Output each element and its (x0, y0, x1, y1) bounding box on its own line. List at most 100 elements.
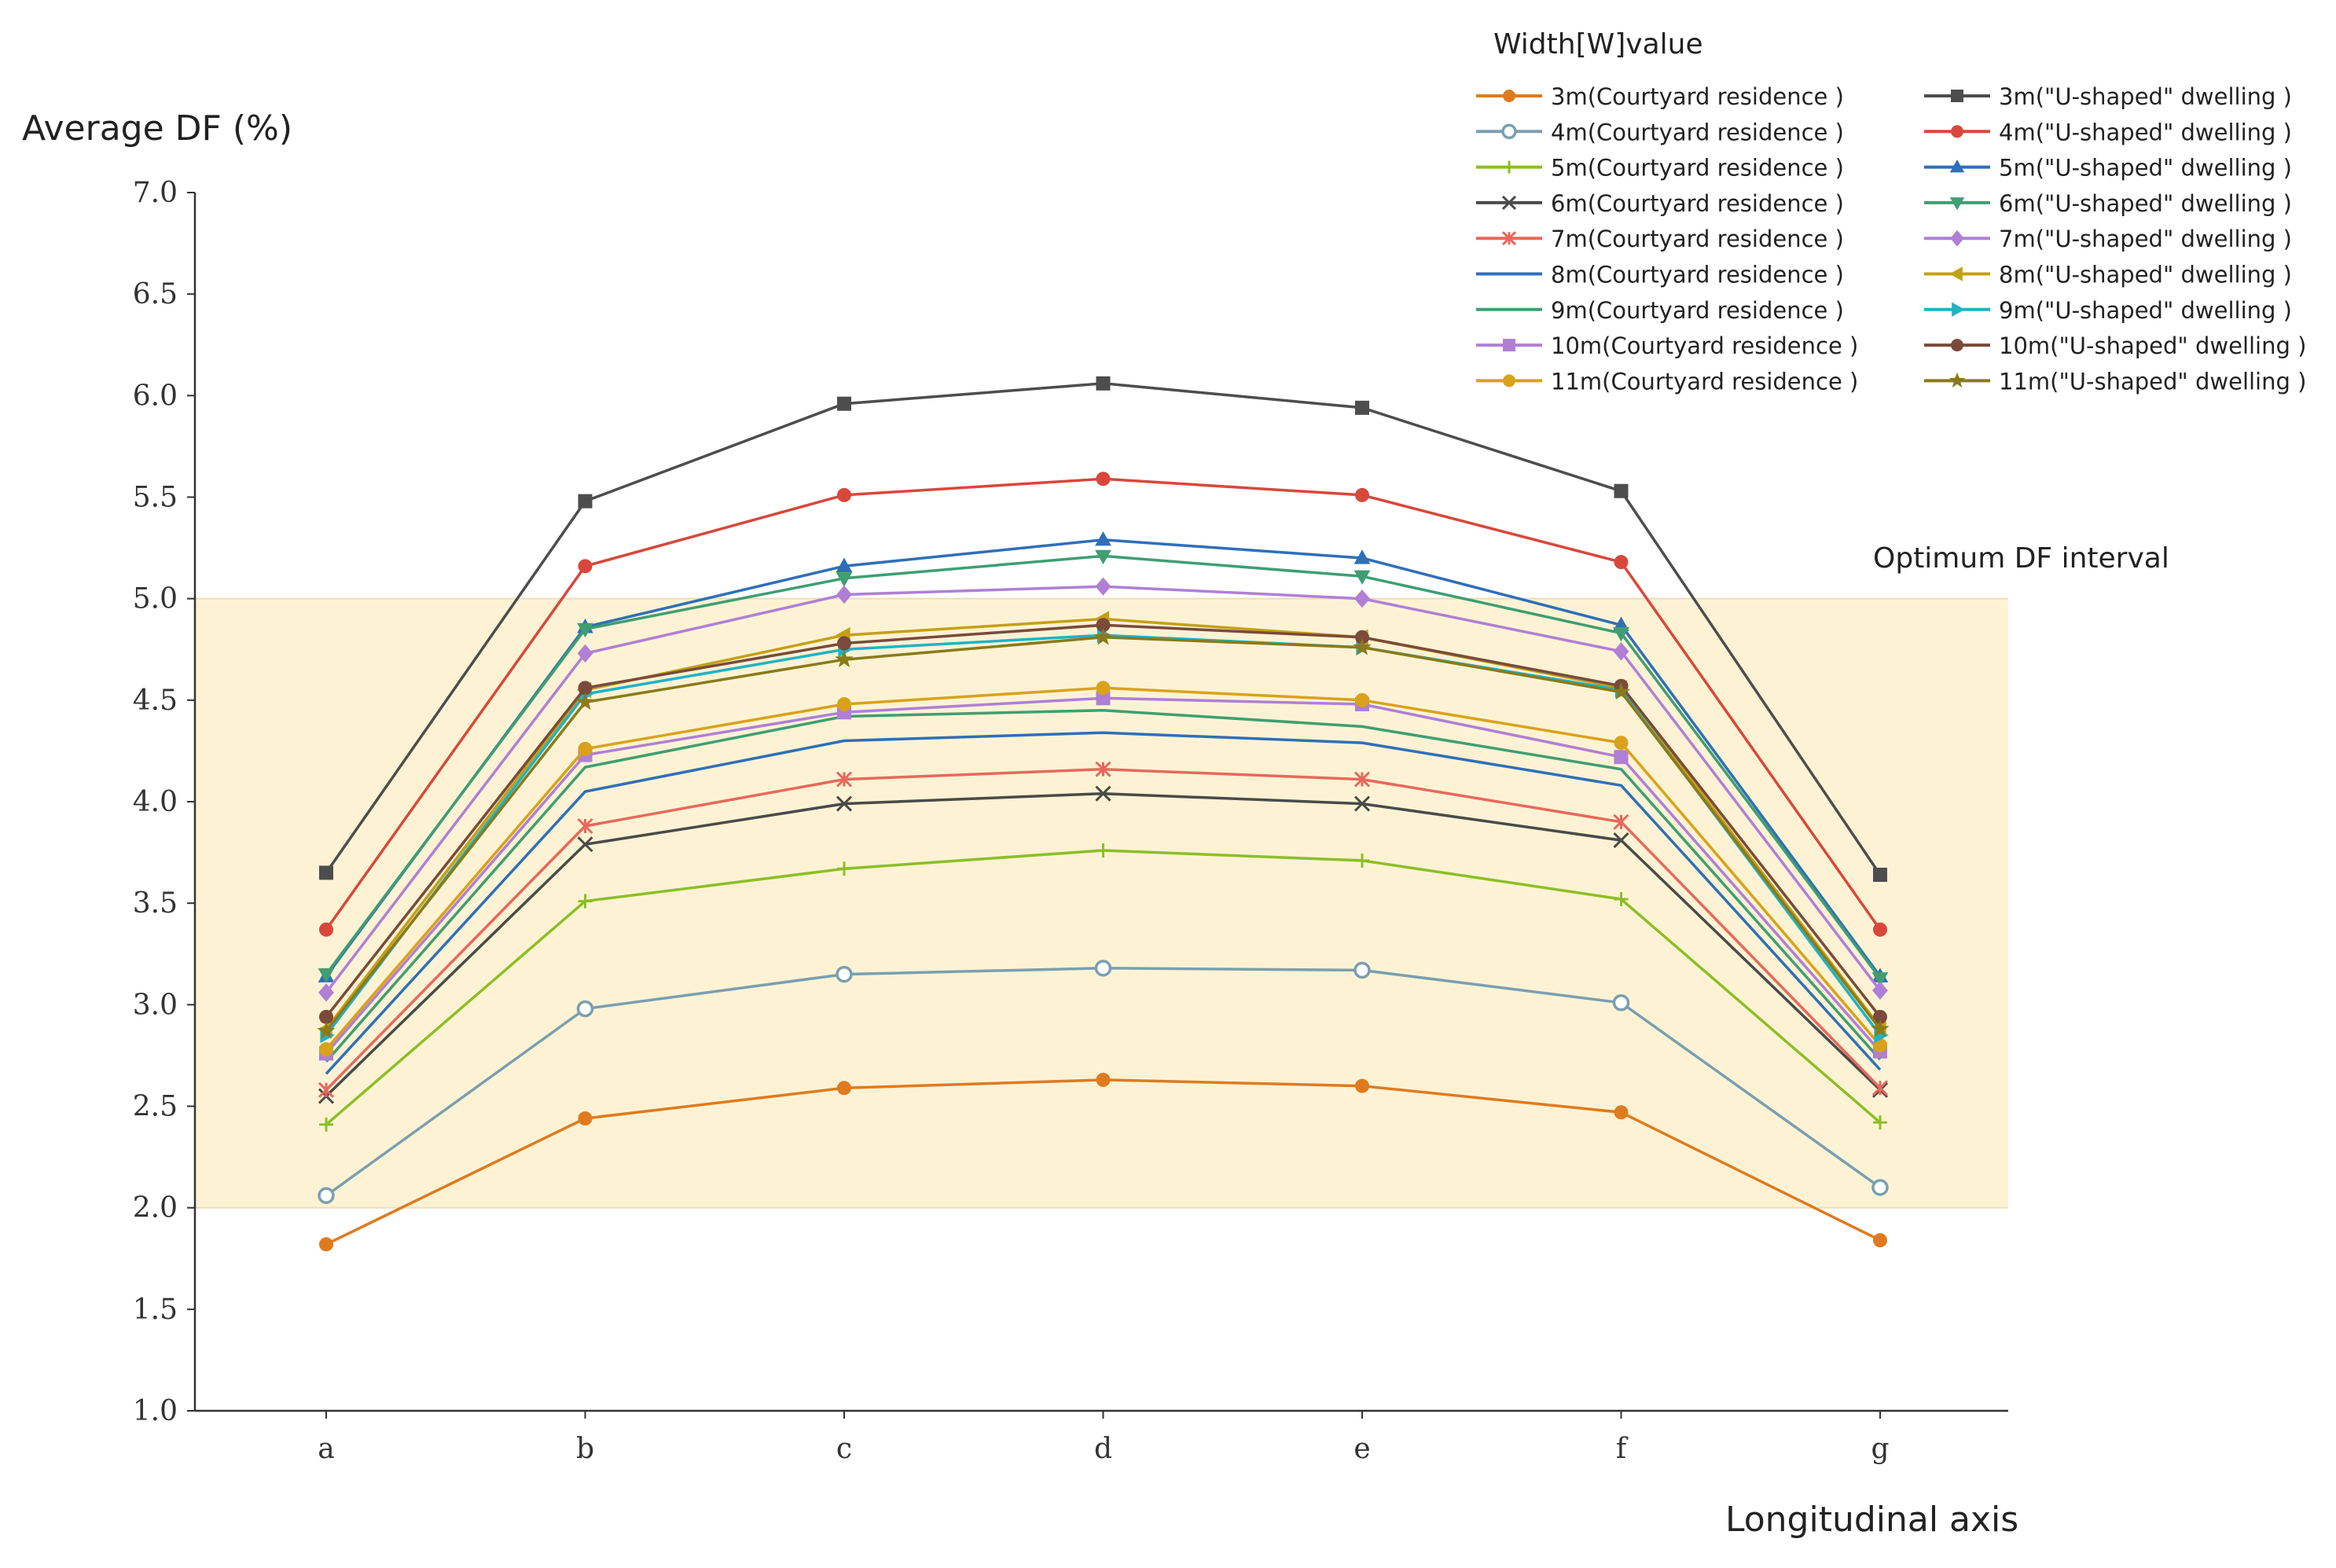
series-7 (325, 708, 1882, 1063)
data-point (1613, 832, 1629, 849)
y-tick-label: 6.0 (133, 380, 178, 412)
x-tick-label: f (1616, 1433, 1629, 1465)
data-point (577, 622, 593, 638)
data-point (836, 557, 853, 572)
legend-label: 9m(Courtyard residence ) (1551, 297, 1844, 324)
data-point (1611, 682, 1631, 700)
y-tick-label: 5.5 (133, 482, 178, 514)
legend-swatch-marker (1501, 195, 1517, 210)
legend-label: 4m(Courtyard residence ) (1551, 119, 1844, 145)
data-point (836, 771, 853, 788)
data-point (1612, 994, 1630, 1012)
legend-swatch-marker (1501, 123, 1517, 140)
legend-item: 7m("U-shaped" dwelling ) (1924, 226, 2292, 252)
data-point (1355, 400, 1369, 415)
legend-swatch-marker (1951, 90, 1963, 102)
data-point (1871, 972, 1889, 987)
legend-item: 6m("U-shaped" dwelling ) (1924, 190, 2292, 217)
data-point (577, 817, 593, 835)
data-point (1353, 795, 1371, 812)
y-tick-label: 1.0 (133, 1395, 178, 1427)
data-point (1614, 1105, 1629, 1120)
data-point (1873, 1233, 1887, 1247)
data-point (836, 585, 852, 604)
data-point (837, 396, 851, 411)
data-point (318, 1187, 335, 1204)
data-point (1096, 376, 1111, 391)
legend-item: 8m("U-shaped" dwelling ) (1924, 262, 2292, 288)
legend-item: 3m("U-shaped" dwelling ) (1924, 83, 2292, 110)
data-point (319, 1009, 333, 1024)
data-point (837, 697, 851, 711)
data-point (1093, 627, 1113, 645)
data-point (1355, 853, 1369, 868)
data-point (318, 983, 334, 1002)
x-tick-label: e (1353, 1433, 1370, 1465)
data-point (1353, 637, 1372, 655)
series-18 (317, 627, 1890, 1039)
data-point (1873, 868, 1887, 882)
x-axis-ticks: a b c d e f g (318, 1411, 1890, 1465)
legend-item: 11m("U-shaped" dwelling ) (1924, 368, 2306, 395)
legend-label: 7m("U-shaped" dwelling ) (1999, 226, 2292, 252)
legend-item: 5m("U-shaped" dwelling ) (1924, 155, 2292, 182)
legend-label: 11m("U-shaped" dwelling ) (1999, 368, 2306, 395)
legend-item: 8m(Courtyard residence ) (1476, 262, 1844, 288)
legend-item: 6m(Courtyard residence ) (1476, 190, 1844, 217)
data-point (1094, 960, 1112, 977)
y-tick-label: 7.0 (133, 177, 178, 209)
data-point (1871, 1080, 1889, 1096)
legend-swatch-marker (1503, 160, 1515, 174)
x-tick-label: d (1094, 1433, 1112, 1465)
data-point (578, 741, 593, 756)
data-point (1873, 1115, 1887, 1130)
legend-label: 9m("U-shaped" dwelling ) (1999, 297, 2292, 324)
y-tick-label: 2.5 (133, 1091, 178, 1123)
data-point (1353, 570, 1371, 586)
legend-item: 10m("U-shaped" dwelling ) (1924, 332, 2306, 359)
data-point (1096, 472, 1111, 487)
data-point (578, 494, 593, 509)
data-point (1613, 813, 1629, 830)
data-point (1096, 618, 1111, 633)
data-point (1353, 549, 1371, 564)
y-tick-label: 6.5 (133, 278, 178, 310)
y-tick-label: 1.5 (133, 1294, 178, 1326)
data-point (318, 968, 335, 983)
legend-swatch-marker (1951, 339, 1963, 352)
series-6 (325, 731, 1882, 1075)
data-point (1355, 1078, 1369, 1093)
legend-label: 8m(Courtyard residence ) (1551, 262, 1844, 288)
data-point (1614, 750, 1629, 765)
data-point (1873, 922, 1887, 937)
data-point (1613, 642, 1629, 661)
data-point (1096, 843, 1111, 857)
data-point (1871, 1019, 1890, 1037)
legend-label: 8m("U-shaped" dwelling ) (1999, 262, 2292, 288)
data-point (1614, 736, 1629, 751)
legend-item: 4m("U-shaped" dwelling ) (1924, 119, 2292, 145)
legend-label: 3m("U-shaped" dwelling ) (1999, 83, 2292, 110)
legend-swatch-marker (1949, 266, 1963, 281)
series-1 (319, 1072, 1887, 1252)
legend-label: 10m(Courtyard residence ) (1551, 332, 1858, 359)
legend-item: 9m("U-shaped" dwelling ) (1924, 297, 2292, 324)
series-14 (318, 577, 1888, 1002)
legend-swatch-marker (1949, 197, 1965, 211)
data-point (1614, 555, 1629, 570)
legend-label: 5m(Courtyard residence ) (1551, 155, 1844, 182)
data-point (577, 644, 593, 663)
y-tick-label: 3.5 (133, 887, 178, 920)
data-point (835, 650, 854, 667)
data-point (319, 922, 333, 937)
data-point (1355, 692, 1369, 707)
legend-label: 6m("U-shaped" dwelling ) (1999, 190, 2292, 217)
data-point (1096, 681, 1111, 696)
data-point (1872, 981, 1888, 1000)
y-tick-label: 3.0 (133, 989, 178, 1021)
x-tick-label: g (1871, 1433, 1889, 1465)
data-point (837, 861, 851, 876)
data-point (1355, 630, 1369, 644)
data-point (1613, 626, 1629, 642)
legend-swatch-marker (1951, 125, 1963, 138)
